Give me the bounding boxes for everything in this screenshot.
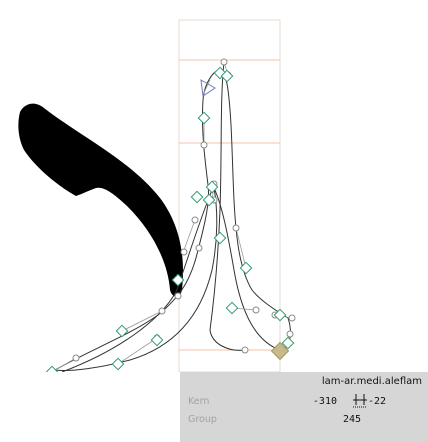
on-curve-points[interactable] — [45, 66, 295, 372]
glyph-tail-contour[interactable] — [61, 189, 213, 372]
glyph-outline[interactable] — [53, 70, 291, 371]
glyph-name-label: lam-ar.medi.aleflam — [321, 376, 422, 387]
kern-right-value[interactable]: -22 — [368, 396, 387, 407]
glyph-inner-contour[interactable] — [209, 61, 246, 351]
advance-width-value[interactable]: 245 — [343, 414, 362, 425]
kerning-pair-icon[interactable] — [352, 392, 368, 408]
kern-label: Kern — [188, 396, 210, 407]
glyph-bounds-box — [178, 19, 281, 372]
group-label: Group — [188, 414, 217, 425]
glyph-info-panel: lam-ar.medi.aleflam Kern Group -310 -22 … — [180, 372, 428, 442]
glyph-edit-canvas[interactable] — [0, 0, 428, 372]
start-point-icon[interactable] — [200, 79, 216, 97]
bezier-handles — [51, 61, 293, 372]
kern-left-value[interactable]: -310 — [312, 396, 337, 407]
neighbor-glyph-shape — [18, 103, 184, 297]
selected-point[interactable] — [270, 341, 290, 361]
